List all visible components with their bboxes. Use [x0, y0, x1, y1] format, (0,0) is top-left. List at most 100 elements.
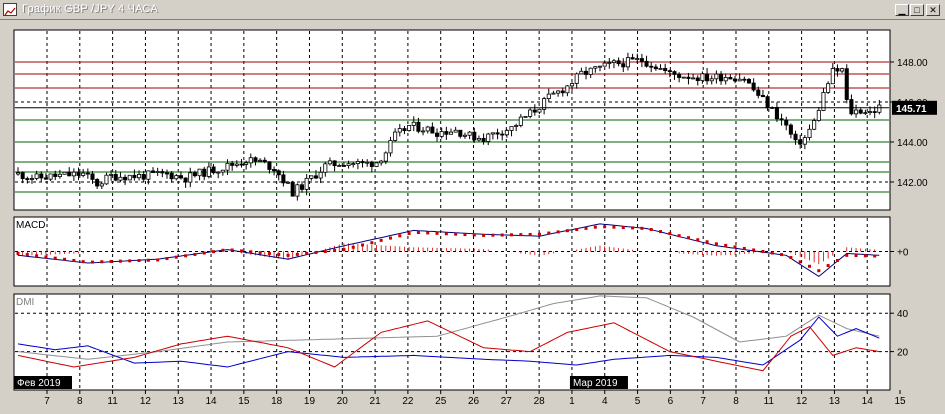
candle: [286, 181, 291, 184]
candle-body: [616, 60, 621, 65]
macd-signal-dot: [603, 225, 607, 229]
candle: [840, 67, 845, 74]
macd-signal-dot: [165, 257, 169, 261]
macd-panel[interactable]: +0 MACD: [13, 216, 909, 287]
candle-body: [556, 90, 561, 94]
candle-body: [639, 58, 644, 62]
candle: [597, 65, 603, 72]
candle-body: [621, 63, 626, 68]
candle-body: [607, 62, 612, 64]
candle-body: [532, 109, 537, 113]
macd-signal-dot: [798, 260, 802, 264]
candle: [332, 160, 337, 172]
candle-body: [705, 73, 710, 82]
candle-body: [686, 76, 691, 79]
macd-signal-dot: [826, 264, 830, 268]
candle: [854, 104, 859, 118]
candle-body: [113, 173, 118, 181]
candle-body: [109, 173, 114, 176]
candle-body: [583, 70, 589, 75]
candle-body: [849, 99, 854, 115]
month-label: Мар 2019: [573, 378, 618, 389]
macd-signal-dot: [16, 251, 20, 255]
current-price-label: 145.71: [896, 104, 927, 115]
candle-body: [760, 95, 765, 98]
candle: [653, 64, 658, 71]
candle-body: [43, 177, 48, 180]
candle-body: [421, 130, 426, 133]
macd-signal-dot: [146, 258, 150, 262]
candle-body: [472, 131, 477, 141]
macd-signal-dot: [789, 256, 793, 260]
candle-body: [351, 163, 356, 165]
candle: [537, 108, 542, 114]
macd-signal-dot: [72, 258, 76, 262]
candle-body: [868, 111, 873, 114]
candle: [686, 72, 691, 85]
candle-body: [514, 125, 519, 127]
dmi-panel[interactable]: 20 40 DMI: [13, 293, 909, 391]
minimize-button[interactable]: ▁: [895, 4, 909, 16]
macd-signal-dot: [370, 241, 374, 245]
dmi-frame: [13, 293, 891, 391]
candle-body: [691, 77, 696, 80]
candle: [253, 156, 258, 166]
candle: [178, 171, 183, 180]
candle: [830, 63, 835, 85]
candle-body: [802, 137, 807, 145]
macd-signal-dot: [137, 259, 141, 263]
candle: [723, 73, 728, 85]
candle: [583, 66, 589, 80]
macd-signal-dot: [500, 233, 504, 237]
macd-tick-label: +0: [897, 248, 909, 259]
macd-signal-dot: [416, 231, 420, 235]
macd-signal-dot: [81, 260, 85, 264]
time-tick-label: 19: [304, 396, 316, 407]
candle-body: [267, 161, 272, 170]
candle: [639, 53, 644, 68]
macd-signal-dot: [835, 258, 839, 262]
time-tick-label: 15: [894, 396, 906, 407]
candle: [71, 168, 76, 181]
macd-signal-dot: [361, 243, 365, 247]
candle-body: [174, 175, 179, 180]
macd-signal-dot: [612, 225, 616, 229]
macd-signal-dot: [202, 251, 206, 255]
candle: [658, 64, 663, 70]
time-tick-label: 7: [700, 396, 706, 407]
candle: [490, 132, 495, 140]
candle-body: [816, 110, 821, 121]
candle: [872, 106, 877, 119]
candle: [719, 71, 724, 85]
candle-body: [90, 173, 95, 180]
candle-body: [48, 173, 53, 180]
candle-body: [863, 112, 868, 115]
candle: [188, 167, 193, 188]
candle: [448, 128, 454, 135]
time-tick-label: 11: [764, 396, 775, 407]
time-tick-label: 15: [238, 396, 250, 407]
time-tick-label: 12: [140, 396, 152, 407]
macd-signal-dot: [323, 250, 327, 253]
macd-label: MACD: [16, 220, 45, 231]
macd-signal-dot: [100, 260, 104, 264]
candle: [258, 158, 263, 162]
dmi-tick-label: 20: [897, 348, 909, 359]
candle-body: [625, 57, 630, 68]
candle-body: [25, 178, 30, 180]
candle: [407, 125, 412, 132]
maximize-button[interactable]: □: [910, 4, 924, 16]
candle-body: [374, 162, 379, 167]
candle-body: [407, 125, 412, 132]
candle: [43, 173, 48, 180]
macd-signal-dot: [221, 248, 225, 252]
candle-body: [76, 171, 81, 176]
candle: [649, 62, 654, 73]
close-button[interactable]: ✕: [926, 4, 940, 16]
candle: [355, 158, 360, 170]
candle-body: [611, 60, 616, 63]
candle: [160, 168, 165, 178]
